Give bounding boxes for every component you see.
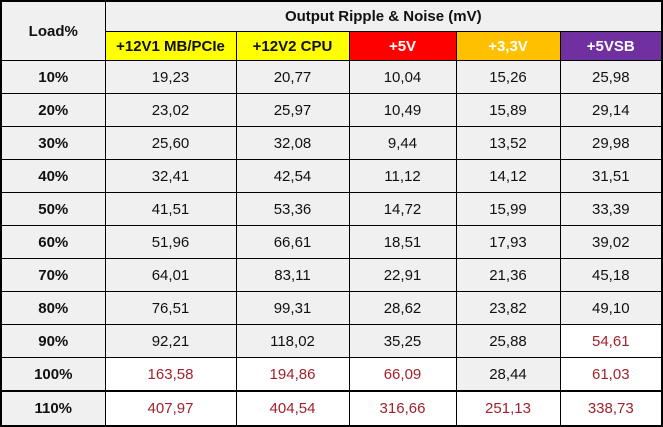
load-cell: 80%	[0, 291, 106, 325]
value-cell: 29,14	[559, 93, 663, 127]
value-cell: 15,89	[455, 93, 561, 127]
value-cell: 23,02	[104, 93, 237, 127]
value-cell: 45,18	[559, 258, 663, 292]
value-cell: 39,02	[559, 225, 663, 259]
value-cell: 14,12	[455, 159, 561, 193]
value-cell: 25,60	[104, 126, 237, 160]
value-cell: 194,86	[235, 357, 350, 392]
table-row: 30% 25,60 32,08 9,44 13,52 29,98	[0, 126, 663, 160]
value-cell: 9,44	[348, 126, 457, 160]
value-cell: 83,11	[235, 258, 350, 292]
table-row: 70% 64,01 83,11 22,91 21,36 45,18	[0, 258, 663, 292]
value-cell: 163,58	[104, 357, 237, 392]
value-cell: 25,98	[559, 60, 663, 94]
value-cell: 99,31	[235, 291, 350, 325]
value-cell: 54,61	[559, 324, 663, 358]
value-cell: 22,91	[348, 258, 457, 292]
value-cell: 21,36	[455, 258, 561, 292]
table-row: 80% 76,51 99,31 28,62 23,82 49,10	[0, 291, 663, 325]
load-cell: 10%	[0, 60, 106, 94]
value-cell: 33,39	[559, 192, 663, 226]
load-cell: 50%	[0, 192, 106, 226]
value-cell: 76,51	[104, 291, 237, 325]
value-cell: 66,09	[348, 357, 457, 392]
table-row: 50% 41,51 53,36 14,72 15,99 33,39	[0, 192, 663, 226]
value-cell: 15,26	[455, 60, 561, 94]
value-cell: 53,36	[235, 192, 350, 226]
title-row: Load% Output Ripple & Noise (mV)	[0, 0, 663, 61]
value-cell: 49,10	[559, 291, 663, 325]
value-cell: 66,61	[235, 225, 350, 259]
value-cell: 10,04	[348, 60, 457, 94]
value-cell: 10,49	[348, 93, 457, 127]
value-cell: 28,62	[348, 291, 457, 325]
value-cell: 11,12	[348, 159, 457, 193]
value-cell: 32,41	[104, 159, 237, 193]
value-cell: 32,08	[235, 126, 350, 160]
value-cell: 316,66	[348, 390, 457, 427]
table-row: 40% 32,41 42,54 11,12 14,12 31,51	[0, 159, 663, 193]
value-cell: 28,44	[455, 357, 561, 392]
value-cell: 25,97	[235, 93, 350, 127]
table-body: 10% 19,23 20,77 10,04 15,26 25,98 20% 23,02 25,9…	[0, 60, 663, 427]
load-cell: 100%	[0, 357, 106, 392]
value-cell: 31,51	[559, 159, 663, 193]
value-cell: 18,51	[348, 225, 457, 259]
value-cell: 338,73	[559, 390, 663, 427]
value-cell: 23,82	[455, 291, 561, 325]
value-cell: 61,03	[559, 357, 663, 392]
value-cell: 29,98	[559, 126, 663, 160]
value-cell: 42,54	[235, 159, 350, 193]
value-cell: 14,72	[348, 192, 457, 226]
rail-header-12v1: +12V1 MB/PCIe	[104, 31, 237, 61]
value-cell: 17,93	[455, 225, 561, 259]
value-cell: 15,99	[455, 192, 561, 226]
load-cell: 30%	[0, 126, 106, 160]
rail-header-12v2: +12V2 CPU	[235, 31, 350, 61]
load-cell: 90%	[0, 324, 106, 358]
load-cell: 60%	[0, 225, 106, 259]
rail-header-row: +12V1 MB/PCIe +12V2 CPU +5V +3,3V +5VSB	[1, 31, 663, 61]
table-row: 10% 19,23 20,77 10,04 15,26 25,98	[0, 60, 663, 94]
value-cell: 41,51	[104, 192, 237, 226]
table-row: 110% 407,97 404,54 316,66 251,13 338,73	[0, 390, 663, 427]
load-cell: 70%	[0, 258, 106, 292]
value-cell: 404,54	[235, 390, 350, 427]
value-cell: 92,21	[104, 324, 237, 358]
table-row: 20% 23,02 25,97 10,49 15,89 29,14	[0, 93, 663, 127]
value-cell: 25,88	[455, 324, 561, 358]
value-cell: 118,02	[235, 324, 350, 358]
table-title: Output Ripple & Noise (mV)	[104, 0, 663, 32]
load-cell: 40%	[0, 159, 106, 193]
table-row: 60% 51,96 66,61 18,51 17,93 39,02	[0, 225, 663, 259]
load-column-header: Load%	[0, 0, 106, 61]
rail-header-3v3: +3,3V	[455, 31, 561, 61]
value-cell: 251,13	[455, 390, 561, 427]
table-row: 100% 163,58 194,86 66,09 28,44 61,03	[0, 357, 663, 392]
load-cell: 110%	[0, 390, 106, 427]
value-cell: 51,96	[104, 225, 237, 259]
value-cell: 13,52	[455, 126, 561, 160]
rail-header-5vsb: +5VSB	[559, 31, 663, 61]
value-cell: 19,23	[104, 60, 237, 94]
value-cell: 407,97	[104, 390, 237, 427]
rail-header-5v: +5V	[348, 31, 457, 61]
value-cell: 35,25	[348, 324, 457, 358]
table-row: 90% 92,21 118,02 35,25 25,88 54,61	[0, 324, 663, 358]
load-cell: 20%	[0, 93, 106, 127]
value-cell: 20,77	[235, 60, 350, 94]
value-cell: 64,01	[104, 258, 237, 292]
